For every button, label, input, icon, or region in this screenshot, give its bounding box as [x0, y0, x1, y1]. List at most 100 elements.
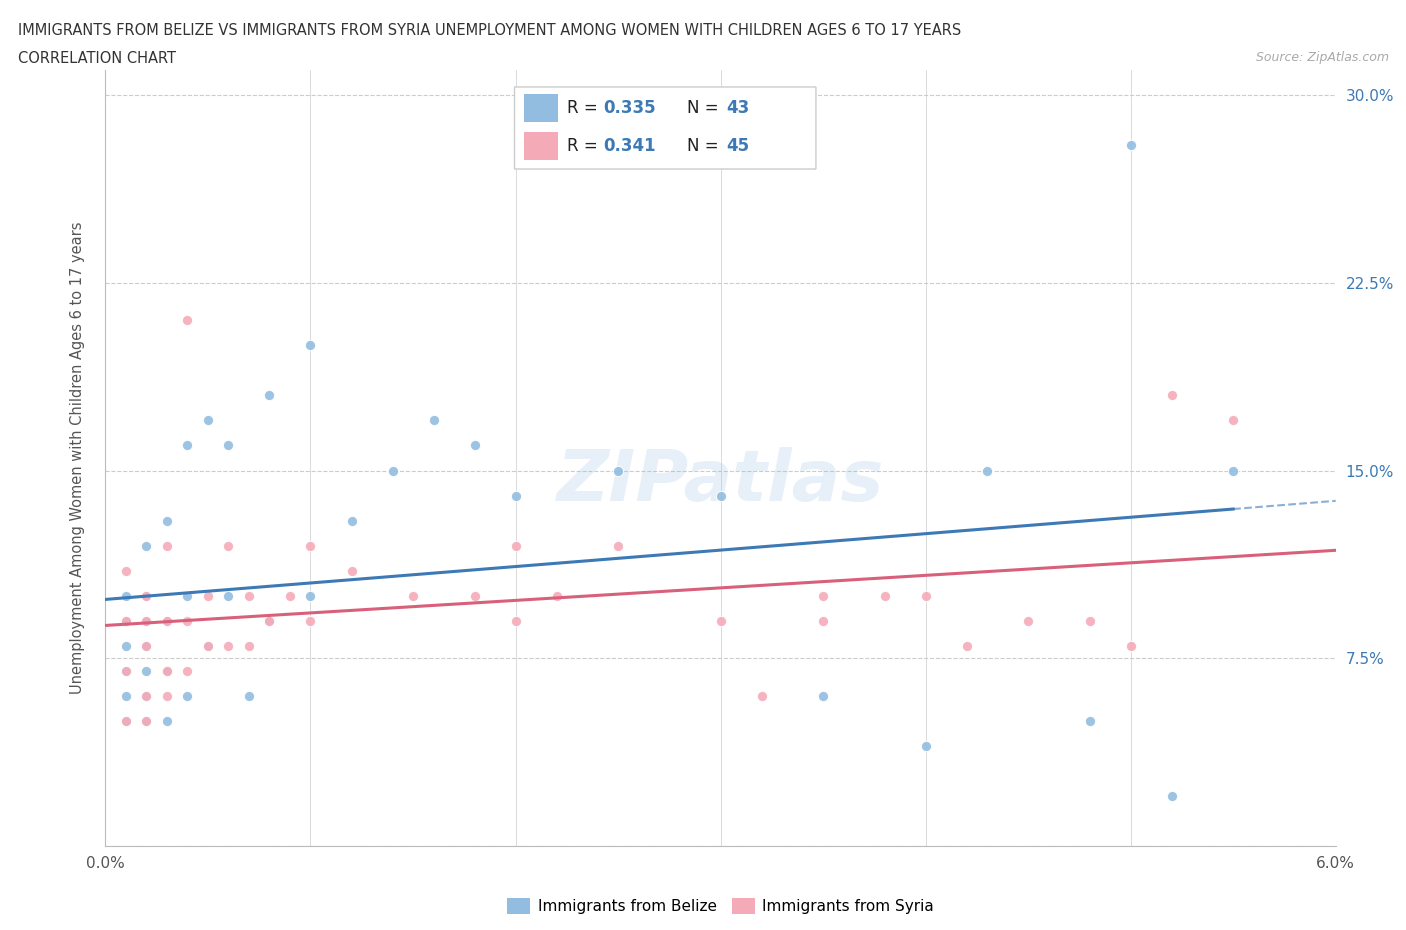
Point [238, 688, 260, 703]
Point [197, 639, 219, 654]
Point [156, 538, 179, 553]
Point [259, 614, 281, 629]
Point [135, 639, 157, 654]
Point [607, 538, 630, 553]
Text: N =: N = [686, 99, 724, 117]
Point [381, 463, 404, 478]
Point [956, 639, 979, 654]
Text: R =: R = [567, 99, 603, 117]
Point [135, 538, 157, 553]
Point [1222, 463, 1244, 478]
Point [176, 312, 198, 327]
Point [115, 713, 138, 728]
Point [156, 713, 179, 728]
Point [135, 614, 157, 629]
Point [278, 589, 301, 604]
Point [1017, 614, 1039, 629]
Text: R =: R = [567, 138, 603, 155]
Point [176, 688, 198, 703]
Point [218, 589, 240, 604]
Bar [524, 132, 558, 161]
Point [218, 538, 240, 553]
Text: 0.341: 0.341 [603, 138, 657, 155]
Point [156, 663, 179, 678]
Point [710, 488, 733, 503]
Point [176, 589, 198, 604]
Point [505, 538, 527, 553]
Point [751, 688, 773, 703]
Point [135, 713, 157, 728]
Point [115, 564, 138, 578]
Point [914, 589, 936, 604]
Point [156, 663, 179, 678]
Point [115, 713, 138, 728]
Point [176, 663, 198, 678]
Point [1119, 639, 1142, 654]
Point [1119, 138, 1142, 153]
Point [115, 688, 138, 703]
Point [1160, 388, 1182, 403]
Point [464, 589, 486, 604]
Point [135, 589, 157, 604]
Point [340, 564, 363, 578]
Point [197, 413, 219, 428]
Point [156, 614, 179, 629]
Point [176, 438, 198, 453]
Point [115, 614, 138, 629]
Point [464, 438, 486, 453]
Legend: Immigrants from Belize, Immigrants from Syria: Immigrants from Belize, Immigrants from … [501, 892, 941, 920]
Point [259, 614, 281, 629]
Text: 43: 43 [727, 99, 749, 117]
Point [238, 589, 260, 604]
Point [402, 589, 425, 604]
Point [505, 614, 527, 629]
Point [299, 589, 322, 604]
Point [299, 538, 322, 553]
Text: CORRELATION CHART: CORRELATION CHART [18, 51, 176, 66]
Point [340, 513, 363, 528]
FancyBboxPatch shape [515, 87, 815, 169]
Point [811, 688, 834, 703]
Point [218, 639, 240, 654]
Text: ZIPatlas: ZIPatlas [557, 446, 884, 516]
Point [197, 589, 219, 604]
Point [976, 463, 998, 478]
Point [422, 413, 444, 428]
Point [115, 614, 138, 629]
Text: 45: 45 [727, 138, 749, 155]
Point [505, 488, 527, 503]
Text: Source: ZipAtlas.com: Source: ZipAtlas.com [1256, 51, 1389, 64]
Point [299, 614, 322, 629]
Point [135, 688, 157, 703]
Point [115, 589, 138, 604]
Text: IMMIGRANTS FROM BELIZE VS IMMIGRANTS FROM SYRIA UNEMPLOYMENT AMONG WOMEN WITH CH: IMMIGRANTS FROM BELIZE VS IMMIGRANTS FRO… [18, 23, 962, 38]
Point [546, 589, 568, 604]
Point [115, 639, 138, 654]
Point [135, 639, 157, 654]
Y-axis label: Unemployment Among Women with Children Ages 6 to 17 years: Unemployment Among Women with Children A… [70, 221, 84, 695]
Point [135, 614, 157, 629]
Point [1078, 713, 1101, 728]
Point [156, 688, 179, 703]
Point [238, 639, 260, 654]
Point [299, 338, 322, 352]
Point [914, 738, 936, 753]
Point [115, 663, 138, 678]
Point [135, 663, 157, 678]
Text: 0.335: 0.335 [603, 99, 657, 117]
Point [197, 639, 219, 654]
Point [135, 688, 157, 703]
Point [218, 438, 240, 453]
Point [135, 713, 157, 728]
Point [710, 614, 733, 629]
Point [259, 388, 281, 403]
Point [176, 614, 198, 629]
Point [135, 589, 157, 604]
Point [1078, 614, 1101, 629]
Bar [524, 94, 558, 122]
Point [1160, 789, 1182, 804]
Point [873, 589, 896, 604]
Text: N =: N = [686, 138, 724, 155]
Point [811, 614, 834, 629]
Point [115, 663, 138, 678]
